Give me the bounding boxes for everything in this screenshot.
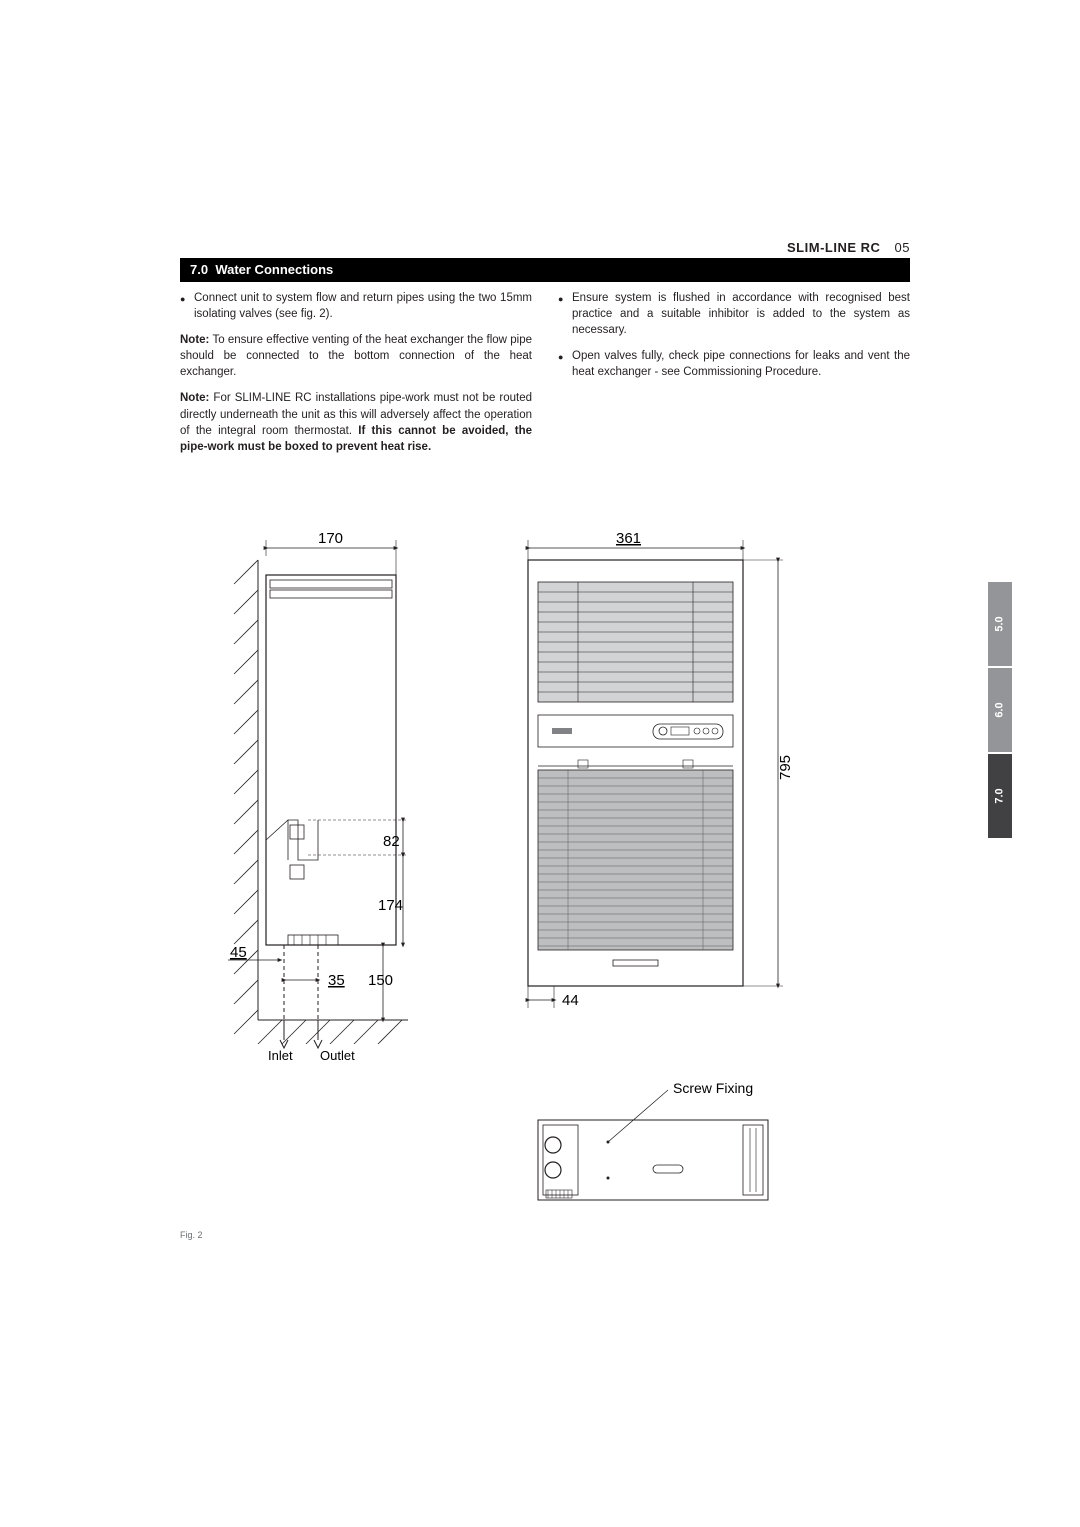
bullet-text: Connect unit to system flow and return p… — [194, 290, 532, 322]
dim-170: 170 — [318, 530, 343, 547]
bullet-item: Connect unit to system flow and return p… — [180, 290, 532, 322]
dim-35: 35 — [328, 972, 345, 989]
tab-label: 6.0 — [994, 702, 1006, 717]
side-tabs: 5.0 6.0 7.0 — [988, 582, 1012, 840]
two-column-text: Connect unit to system flow and return p… — [180, 290, 910, 465]
front-view: 361 795 44 — [528, 530, 794, 1009]
section-heading: 7.0 Water Connections — [180, 258, 910, 282]
outlet-label: Outlet — [320, 1048, 355, 1063]
note-label: Note: — [180, 334, 209, 346]
bullet-icon — [558, 290, 572, 338]
note-paragraph: Note: To ensure effective venting of the… — [180, 332, 532, 380]
left-column: Connect unit to system flow and return p… — [180, 290, 532, 465]
tab-5[interactable]: 5.0 — [988, 582, 1012, 666]
tab-label: 5.0 — [994, 616, 1006, 631]
detail-view: Screw Fixing — [538, 1080, 768, 1200]
tab-label: 7.0 — [994, 788, 1006, 803]
page-content: 7.0 Water Connections Connect unit to sy… — [180, 238, 910, 465]
figure-caption: Fig. 2 — [180, 1230, 203, 1240]
bullet-text: Ensure system is flushed in accordance w… — [572, 290, 910, 338]
note-paragraph: Note: For SLIM-LINE RC installations pip… — [180, 390, 532, 454]
bullet-item: Open valves fully, check pipe connection… — [558, 348, 910, 380]
dim-45: 45 — [230, 944, 247, 961]
figure-2: 170 45 35 150 174 82 Inlet Outlet — [228, 520, 888, 1220]
bullet-item: Ensure system is flushed in accordance w… — [558, 290, 910, 338]
bullet-icon — [180, 290, 194, 322]
tab-6[interactable]: 6.0 — [988, 668, 1012, 752]
dim-361: 361 — [616, 530, 641, 547]
section-title: Water Connections — [215, 262, 333, 277]
bullet-icon — [558, 348, 572, 380]
side-view: 170 45 35 150 174 82 Inlet Outlet — [228, 530, 408, 1063]
dim-174: 174 — [378, 897, 403, 914]
dim-150: 150 — [368, 972, 393, 989]
right-column: Ensure system is flushed in accordance w… — [558, 290, 910, 465]
tab-7[interactable]: 7.0 — [988, 754, 1012, 838]
dim-44: 44 — [562, 992, 579, 1009]
section-number: 7.0 — [190, 262, 208, 277]
dim-795: 795 — [777, 755, 794, 780]
note-text: To ensure effective venting of the heat … — [180, 334, 532, 378]
inlet-label: Inlet — [268, 1048, 293, 1063]
bullet-text: Open valves fully, check pipe connection… — [572, 348, 910, 380]
note-label: Note: — [180, 392, 209, 404]
screw-fixing-label: Screw Fixing — [673, 1080, 753, 1096]
dim-82: 82 — [383, 833, 400, 850]
technical-drawing: 170 45 35 150 174 82 Inlet Outlet — [228, 520, 888, 1220]
